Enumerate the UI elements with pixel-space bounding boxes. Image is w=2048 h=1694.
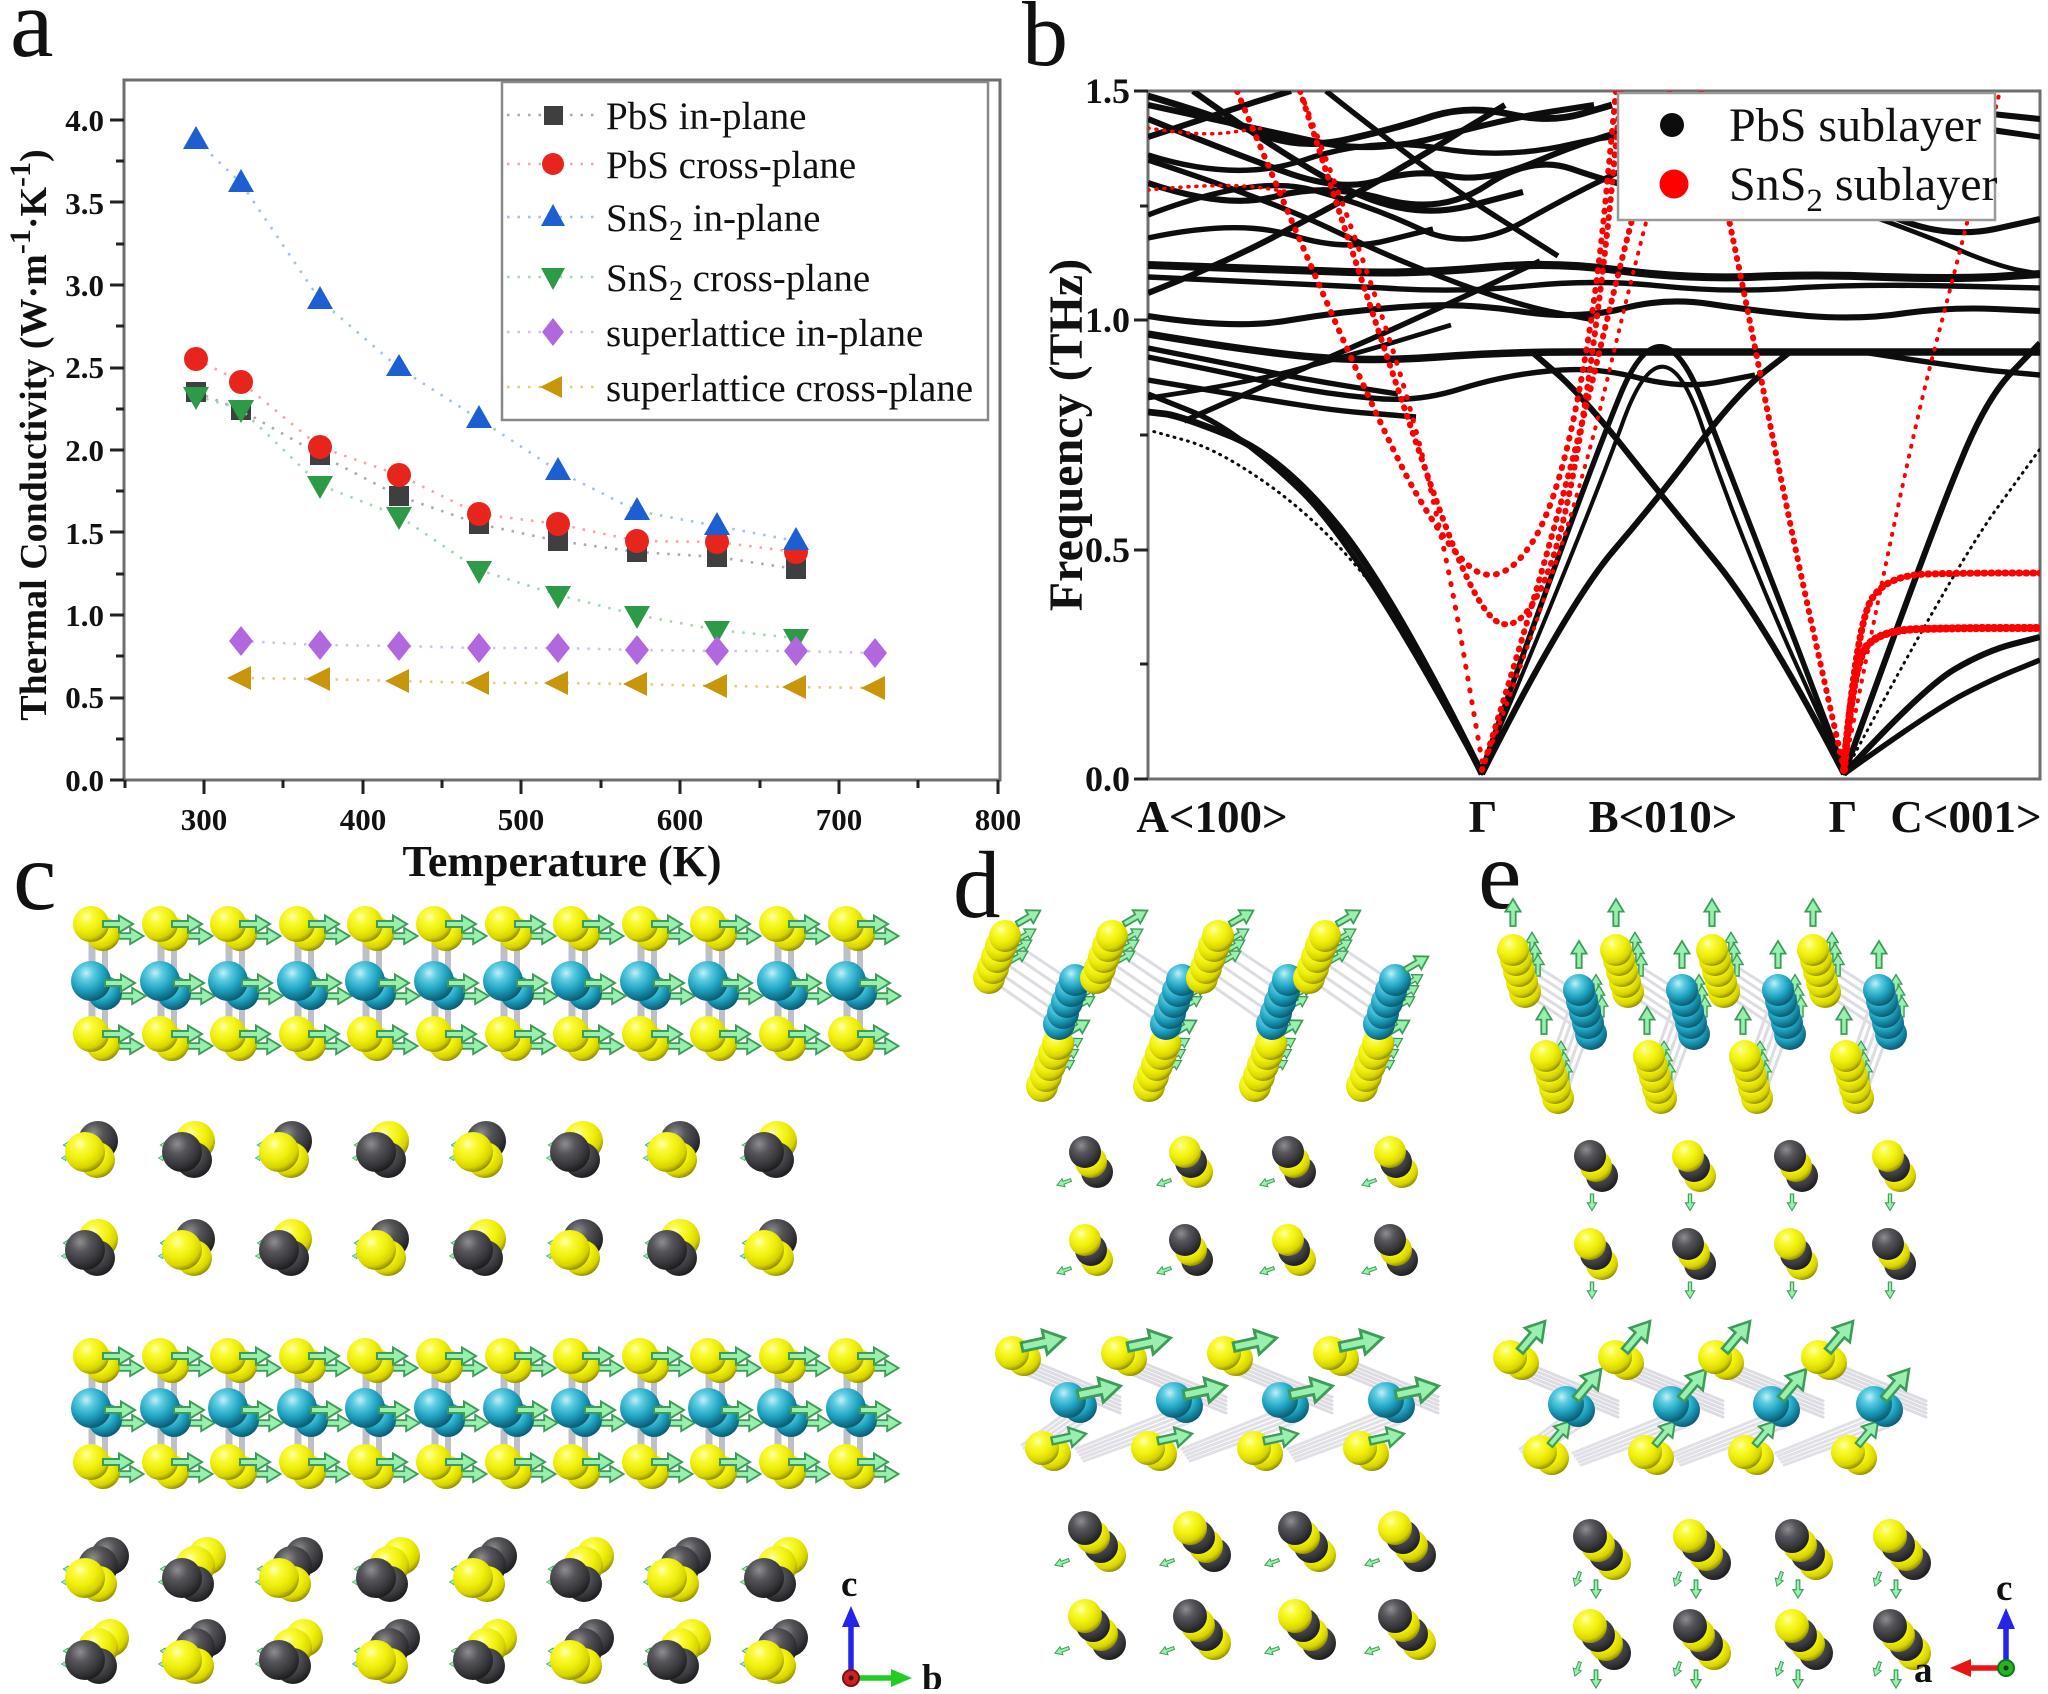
svg-text:Γ: Γ (1469, 792, 1498, 842)
svg-text:1.5: 1.5 (1085, 71, 1130, 111)
svg-text:0.5: 0.5 (65, 680, 104, 715)
svg-text:0.5: 0.5 (1085, 530, 1130, 570)
svg-text:SnS2 in-plane: SnS2 in-plane (606, 197, 820, 247)
svg-text:Γ: Γ (1829, 792, 1858, 842)
svg-text:b: b (922, 1658, 943, 1689)
svg-text:SnS2 cross-plane: SnS2 cross-plane (606, 257, 870, 307)
svg-text:B<010>: B<010> (1589, 792, 1738, 842)
svg-text:PbS cross-plane: PbS cross-plane (606, 144, 856, 187)
svg-text:C<001>: C<001> (1890, 792, 2041, 842)
svg-text:PbS in-plane: PbS in-plane (606, 95, 806, 138)
svg-text:800: 800 (975, 802, 1022, 837)
svg-text:A<100>: A<100> (1136, 792, 1287, 842)
svg-text:1.5: 1.5 (65, 516, 104, 551)
svg-text:0.0: 0.0 (1085, 759, 1130, 799)
svg-text:Frequency (THz): Frequency (THz) (1040, 259, 1093, 611)
svg-text:3.0: 3.0 (65, 268, 104, 303)
svg-text:2.5: 2.5 (65, 350, 104, 385)
svg-text:600: 600 (657, 802, 704, 837)
svg-text:3.5: 3.5 (65, 186, 104, 221)
svg-text:2.0: 2.0 (65, 433, 104, 468)
svg-text:SnS2 sublayer: SnS2 sublayer (1729, 158, 1998, 219)
svg-text:Temperature (K): Temperature (K) (403, 837, 722, 886)
svg-text:c: c (1996, 1568, 2012, 1609)
svg-text:0.0: 0.0 (65, 763, 104, 798)
svg-text:300: 300 (181, 802, 228, 837)
svg-text:b: b (1022, 0, 1068, 85)
svg-text:a: a (10, 0, 54, 78)
svg-text:d: d (953, 832, 1001, 938)
svg-text:1.0: 1.0 (1085, 300, 1130, 340)
svg-text:PbS sublayer: PbS sublayer (1729, 99, 1981, 152)
svg-text:superlattice cross-plane: superlattice cross-plane (606, 367, 973, 410)
svg-text:400: 400 (340, 802, 387, 837)
svg-text:c: c (13, 823, 57, 931)
svg-text:c: c (841, 1564, 857, 1605)
svg-text:1.0: 1.0 (65, 598, 104, 633)
svg-text:superlattice in-plane: superlattice in-plane (606, 312, 923, 355)
svg-text:700: 700 (816, 802, 863, 837)
svg-text:4.0: 4.0 (65, 103, 104, 138)
svg-text:500: 500 (498, 802, 545, 837)
svg-text:a: a (1914, 1650, 1933, 1689)
